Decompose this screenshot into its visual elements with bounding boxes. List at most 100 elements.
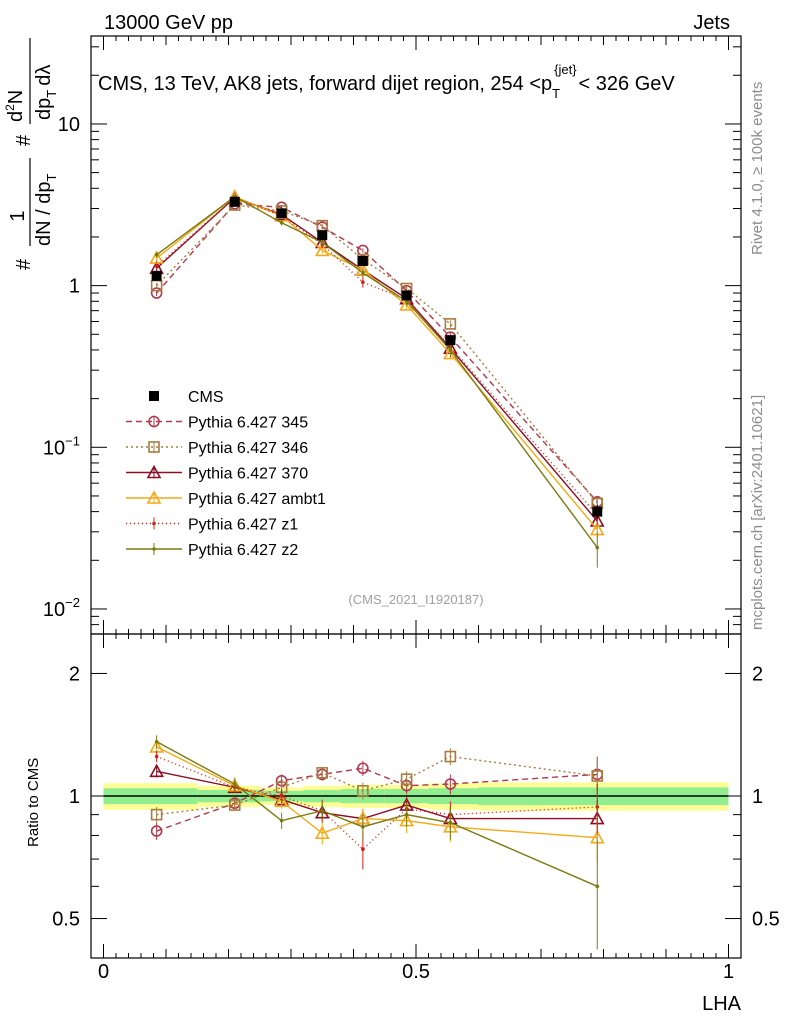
ylabel-two: 2: [3, 104, 17, 111]
plot-title-main: CMS, 13 TeV, AK8 jets, forward dijet reg…: [98, 73, 552, 95]
x-tick-label: 1: [723, 961, 734, 983]
legend-item-ambt1: Pythia 6.427 ambt1: [126, 490, 326, 508]
svg-text:dN / dpT: dN / dpT: [33, 174, 59, 246]
svg-text:#: #: [13, 134, 35, 146]
series-data: [151, 196, 603, 520]
point-p346: [444, 318, 457, 330]
ratio-point-p346: [400, 773, 413, 785]
ratio-point-p346: [316, 767, 329, 779]
plot-title-end: < 326 GeV: [579, 73, 676, 95]
legend-label: Pythia 6.427 z2: [188, 542, 298, 559]
ylabel-dndp: dN / dp: [33, 182, 55, 246]
legend-label: Pythia 6.427 370: [188, 466, 308, 483]
ratio-point-p345: [357, 762, 369, 775]
ratio-point-z2: [232, 782, 237, 786]
plot-title-sub: T: [552, 86, 560, 101]
ratio-point-p346: [150, 808, 163, 821]
point-ambt1: [149, 250, 164, 264]
ratio-point-ambt1: [314, 825, 330, 840]
point-z2: [448, 348, 453, 352]
point-z2: [154, 253, 159, 257]
point-ambt1: [314, 242, 330, 257]
series-line-p346: [156, 204, 598, 504]
legend-marker-data: [149, 391, 159, 401]
point-z1: [361, 280, 365, 284]
beam-label: 13000 GeV pp: [104, 12, 233, 34]
ratio-point-ambt1: [274, 793, 289, 808]
ratio-y-tick-label: 2: [69, 663, 80, 685]
ratio-y-tick-label: 1: [69, 786, 80, 808]
ratio-point-z1: [595, 805, 600, 809]
main-panel: 10−2 10−1 1 10: [43, 35, 742, 635]
legend-label: Pythia 6.427 346: [188, 440, 308, 457]
x-axis-label: LHA: [702, 993, 742, 1015]
ratio-point-z1: [154, 754, 159, 759]
ratio-point-p346: [444, 750, 457, 763]
ratio-series-z1: [154, 750, 600, 870]
legend-marker-ambt1: [146, 490, 162, 504]
plot-title: CMS, 13 TeV, AK8 jets, forward dijet reg…: [98, 62, 675, 101]
ylabel-dp: dp: [33, 98, 55, 120]
ratio-point-z2: [154, 739, 159, 744]
ratio-y-label: Ratio to CMS: [25, 758, 42, 847]
point-z2: [361, 271, 365, 275]
x-tick-label: 0: [98, 961, 109, 983]
point-z2: [595, 545, 600, 550]
ylabel-sub-t2: T: [44, 90, 59, 98]
point-p345: [357, 244, 369, 257]
svg-text:#: #: [13, 258, 35, 270]
ratio-point-z2: [279, 818, 284, 823]
ratio-line-ambt1: [156, 746, 598, 839]
ratio-point-z2: [404, 812, 409, 817]
watermark: (CMS_2021_I1920187): [348, 592, 483, 607]
legend-marker-p346: [148, 441, 160, 453]
ylabel-sub-t1: T: [44, 174, 59, 182]
svg-text:d2N: d2N: [3, 90, 27, 122]
ratio-point-p370: [149, 763, 164, 778]
ratio-point-p346: [228, 799, 241, 811]
ratio-panel: 0.5 0.5 1 1 2 2 0 0.5 1: [52, 633, 780, 983]
legend: CMS Pythia 6.427 345 Pythia 6.427 346 Pythi…: [126, 389, 326, 559]
ratio-point-p345: [444, 778, 457, 790]
point-data: [151, 270, 162, 281]
legend-marker-p345: [148, 415, 160, 428]
point-z2: [320, 240, 325, 245]
point-data: [276, 208, 287, 219]
legend-item-z1: Pythia 6.427 z1: [126, 517, 298, 534]
legend-item-data: CMS: [149, 389, 224, 406]
y-tick-label: 1: [69, 276, 80, 298]
series-line-ambt1: [156, 195, 598, 530]
ratio-point-z2: [361, 825, 365, 829]
point-z1: [154, 264, 159, 268]
category-label: Jets: [693, 12, 730, 34]
legend-label: CMS: [188, 389, 224, 406]
point-data: [317, 230, 328, 241]
series-z2: [154, 194, 600, 568]
ylabel-d: d: [5, 111, 27, 122]
ratio-point-z2: [448, 820, 453, 825]
series-ambt1: [149, 189, 605, 540]
ylabel-n: N: [5, 90, 27, 104]
ratio-line-z2: [156, 741, 598, 887]
ratio-y-tick-label-right: 2: [752, 663, 763, 685]
y-tick-label: 10: [58, 114, 80, 136]
y-axis-label: # 1 dN / dpT # d2N dpTdλ: [3, 38, 59, 270]
mcplots-label: mcplots.cern.ch [arXiv:2401.10621]: [749, 395, 766, 630]
ratio-point-z1: [279, 794, 284, 798]
legend-label: Pythia 6.427 ambt1: [188, 491, 326, 508]
legend-item-p345: Pythia 6.427 345: [126, 415, 308, 432]
ratio-point-z2: [595, 884, 600, 889]
ratio-series-p346: [150, 748, 604, 823]
legend-label: Pythia 6.427 z1: [188, 517, 298, 534]
legend-marker-p370: [146, 464, 162, 479]
point-data: [445, 335, 456, 346]
ratio-y-tick-label-right: 1: [752, 786, 763, 808]
x-tick-label: 0.5: [402, 961, 430, 983]
rivet-label: Rivet 4.1.0, ≥ 100k events: [749, 82, 766, 255]
series-line-z2: [156, 195, 598, 548]
ylabel-hash2: #: [13, 134, 35, 146]
ratio-line-p345: [156, 767, 598, 832]
ratio-point-z2: [320, 808, 325, 813]
ratio-point-p346: [357, 784, 369, 797]
point-data: [401, 290, 412, 301]
